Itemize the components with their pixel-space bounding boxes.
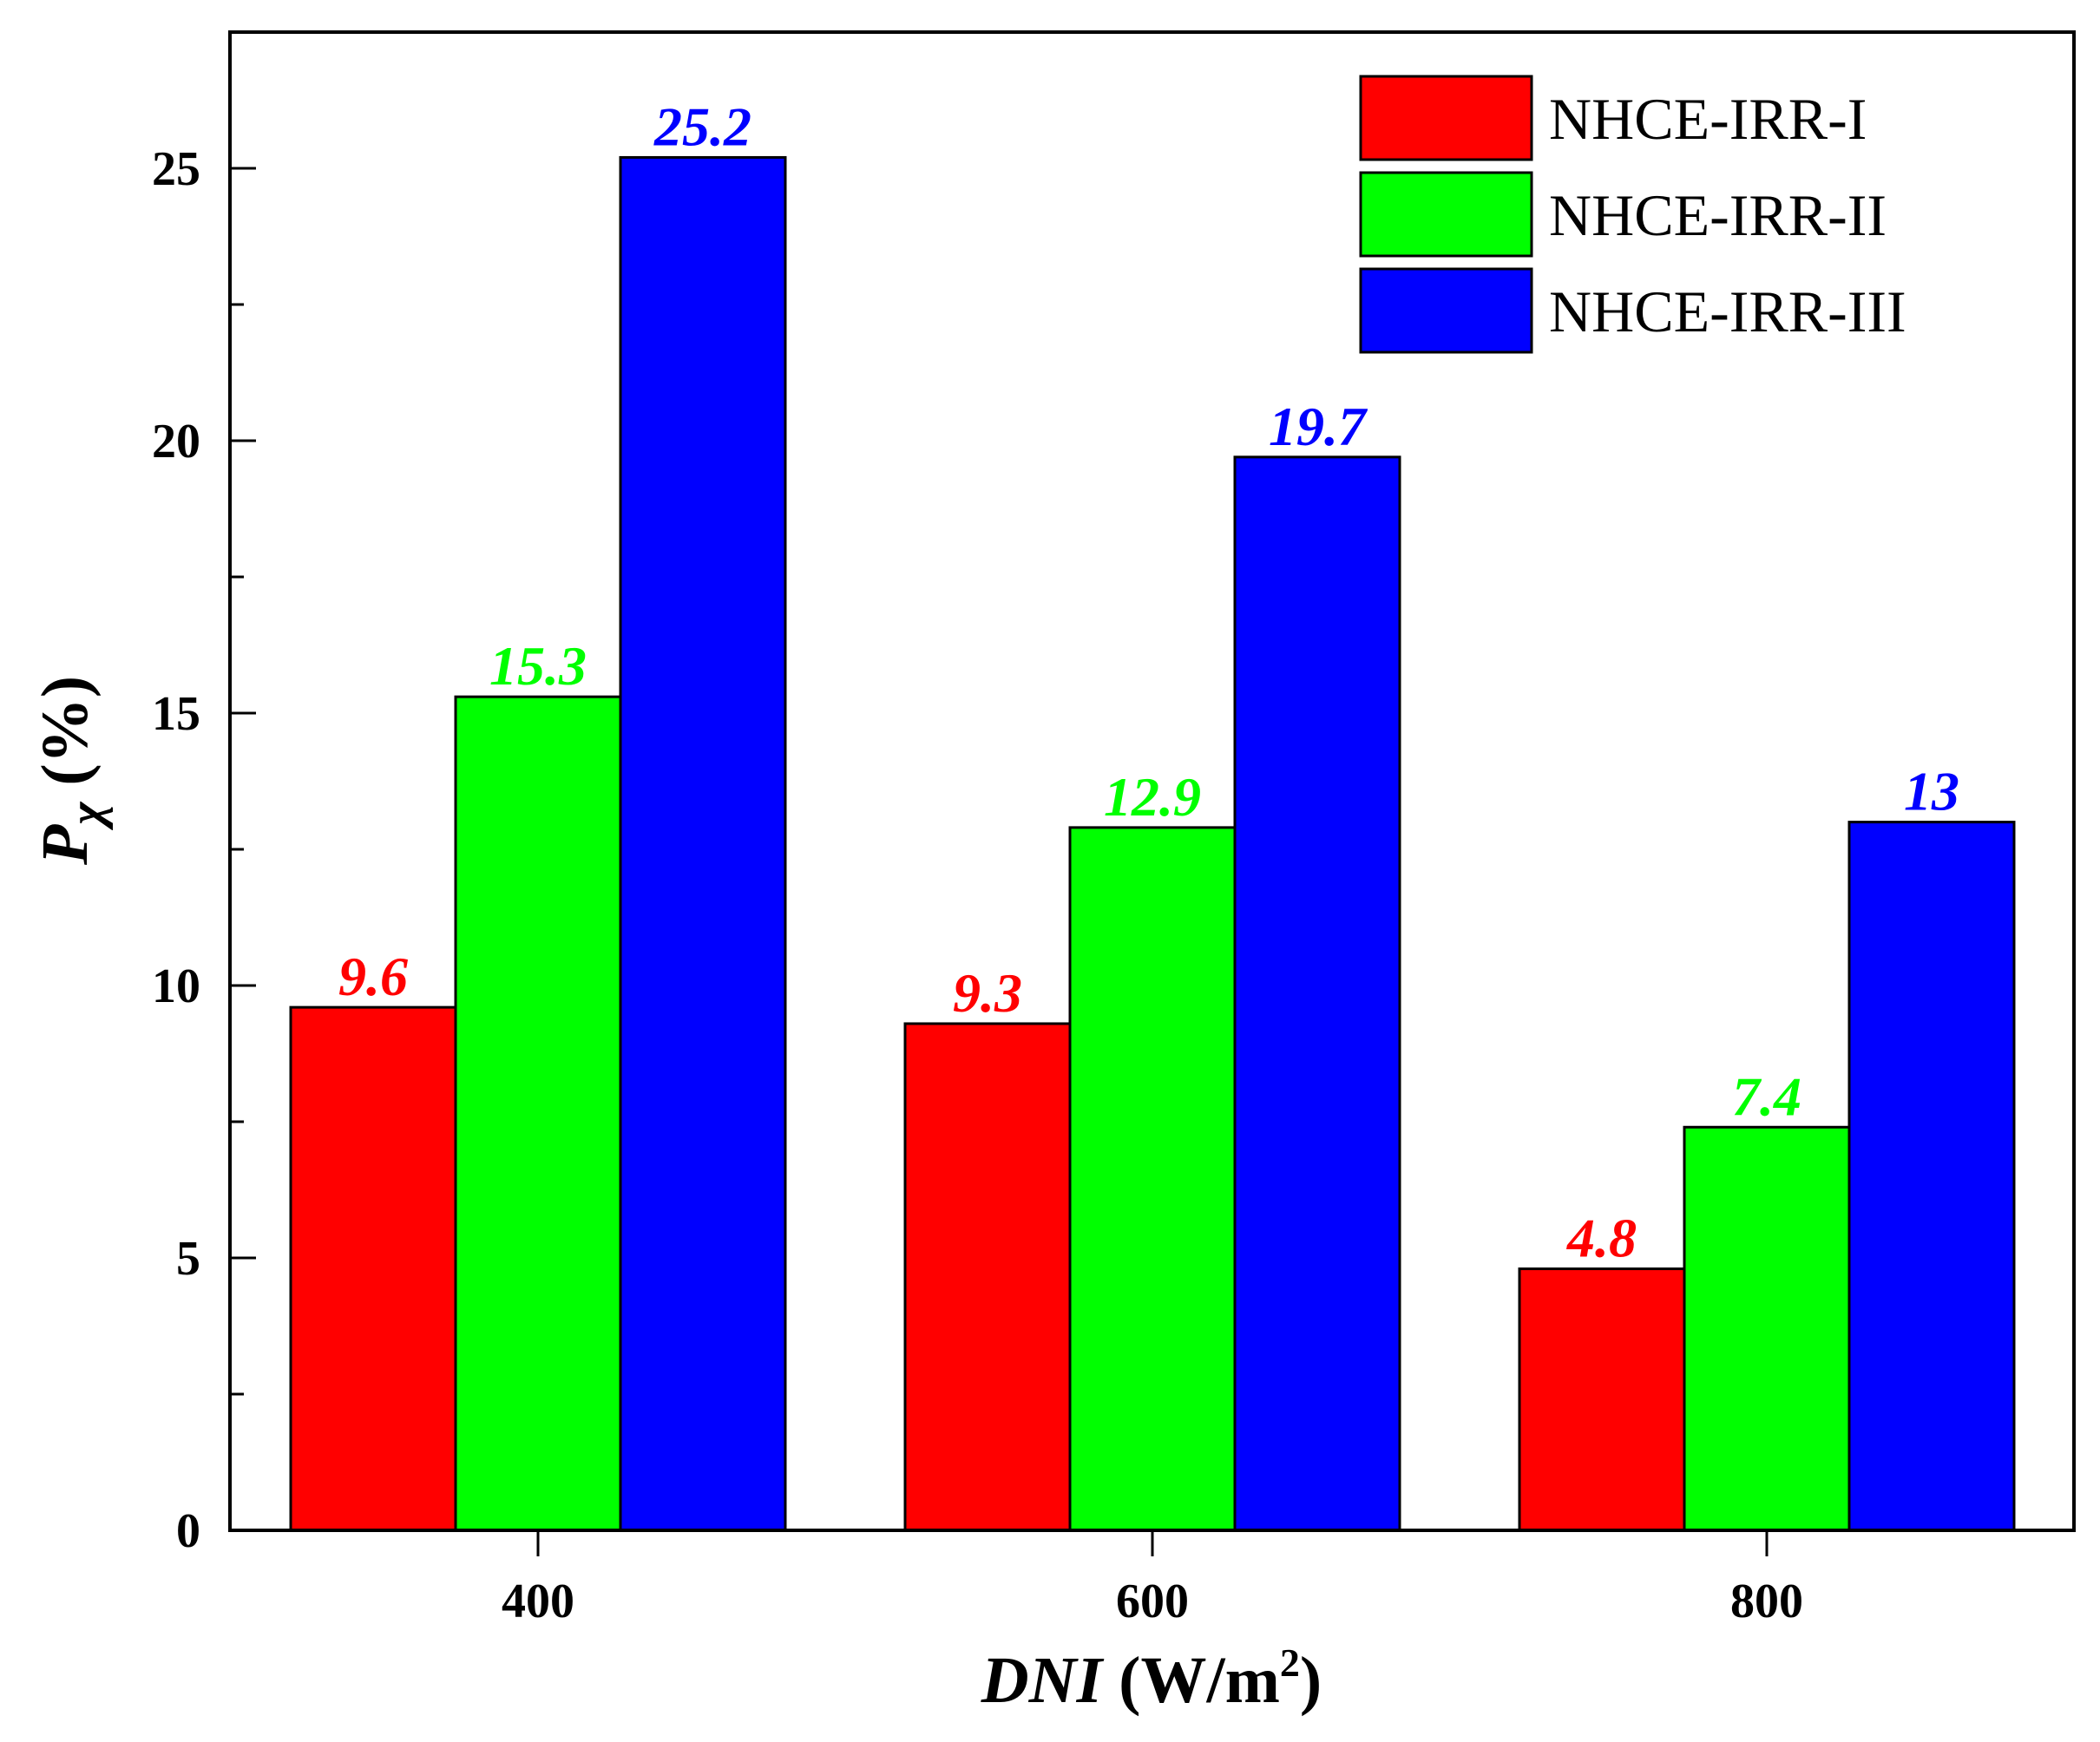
y-tick-label: 25 xyxy=(152,142,200,196)
data-label-NHCE-IRR-III-400: 25.2 xyxy=(653,95,751,157)
legend-label-NHCE-IRR-II: NHCE-IRR-II xyxy=(1549,182,1887,248)
bar-NHCE-IRR-III-400 xyxy=(619,155,787,1532)
bar-NHCE-IRR-III-600 xyxy=(1233,455,1401,1532)
legend-label-NHCE-IRR-I: NHCE-IRR-I xyxy=(1549,86,1867,152)
data-labels-group: 9.6 9.3 4.8 15.3 12.9 7.4 25.2 19.7 13 xyxy=(338,95,1959,1268)
bar-NHCE-IRR-II-800 xyxy=(1683,1125,1851,1532)
bar-NHCE-IRR-I-600 xyxy=(903,1022,1072,1532)
y-axis-label-rest: (%) xyxy=(29,676,102,802)
data-label-NHCE-IRR-I-600: 9.3 xyxy=(953,962,1022,1024)
x-tick-label: 600 xyxy=(1116,1575,1189,1628)
x-axis-label-rest: (W/m xyxy=(1102,1644,1280,1717)
legend-swatch-NHCE-IRR-II xyxy=(1359,171,1533,258)
legend-swatch-NHCE-IRR-I xyxy=(1359,75,1533,161)
y-axis: 0 5 10 15 20 25 xyxy=(152,30,256,1558)
bar-NHCE-IRR-II-600 xyxy=(1068,826,1237,1532)
legend-label-NHCE-IRR-III: NHCE-IRR-III xyxy=(1549,278,1906,344)
data-label-NHCE-IRR-III-800: 13 xyxy=(1904,761,1959,822)
y-tick-label: 0 xyxy=(176,1504,200,1558)
y-axis-label: Pχ (%) xyxy=(29,676,114,866)
x-axis-label: DNI (W/m2) xyxy=(981,1640,1322,1717)
x-axis-label-end: ) xyxy=(1300,1644,1322,1717)
legend: NHCE-IRR-I NHCE-IRR-II NHCE-IRR-III xyxy=(1359,75,1906,354)
bar-NHCE-IRR-I-800 xyxy=(1518,1267,1686,1532)
bar-NHCE-IRR-III-800 xyxy=(1847,821,2016,1532)
data-label-NHCE-IRR-II-600: 12.9 xyxy=(1104,766,1201,828)
x-tick-label: 400 xyxy=(502,1575,574,1628)
data-label-NHCE-IRR-I-800: 4.8 xyxy=(1566,1208,1637,1269)
y-tick-label: 10 xyxy=(152,959,200,1013)
y-tick-label: 5 xyxy=(176,1232,200,1286)
data-label-NHCE-IRR-II-800: 7.4 xyxy=(1732,1065,1801,1127)
bar-NHCE-IRR-II-400 xyxy=(454,695,622,1532)
data-label-NHCE-IRR-III-600: 19.7 xyxy=(1269,396,1368,457)
data-label-NHCE-IRR-I-400: 9.6 xyxy=(338,946,408,1007)
bars-group xyxy=(289,155,2016,1532)
x-axis-label-italic: DNI xyxy=(981,1644,1105,1717)
x-axis-label-sup: 2 xyxy=(1280,1640,1300,1685)
y-axis-label-main: P xyxy=(29,824,102,866)
x-tick-label: 800 xyxy=(1730,1575,1803,1628)
bar-NHCE-IRR-I-400 xyxy=(289,1005,457,1532)
legend-swatch-NHCE-IRR-III xyxy=(1359,267,1533,354)
y-tick-label: 15 xyxy=(152,687,200,741)
y-tick-label: 20 xyxy=(152,415,200,468)
x-axis: 400 600 800 xyxy=(502,1530,1803,1628)
data-label-NHCE-IRR-II-400: 15.3 xyxy=(489,635,587,697)
